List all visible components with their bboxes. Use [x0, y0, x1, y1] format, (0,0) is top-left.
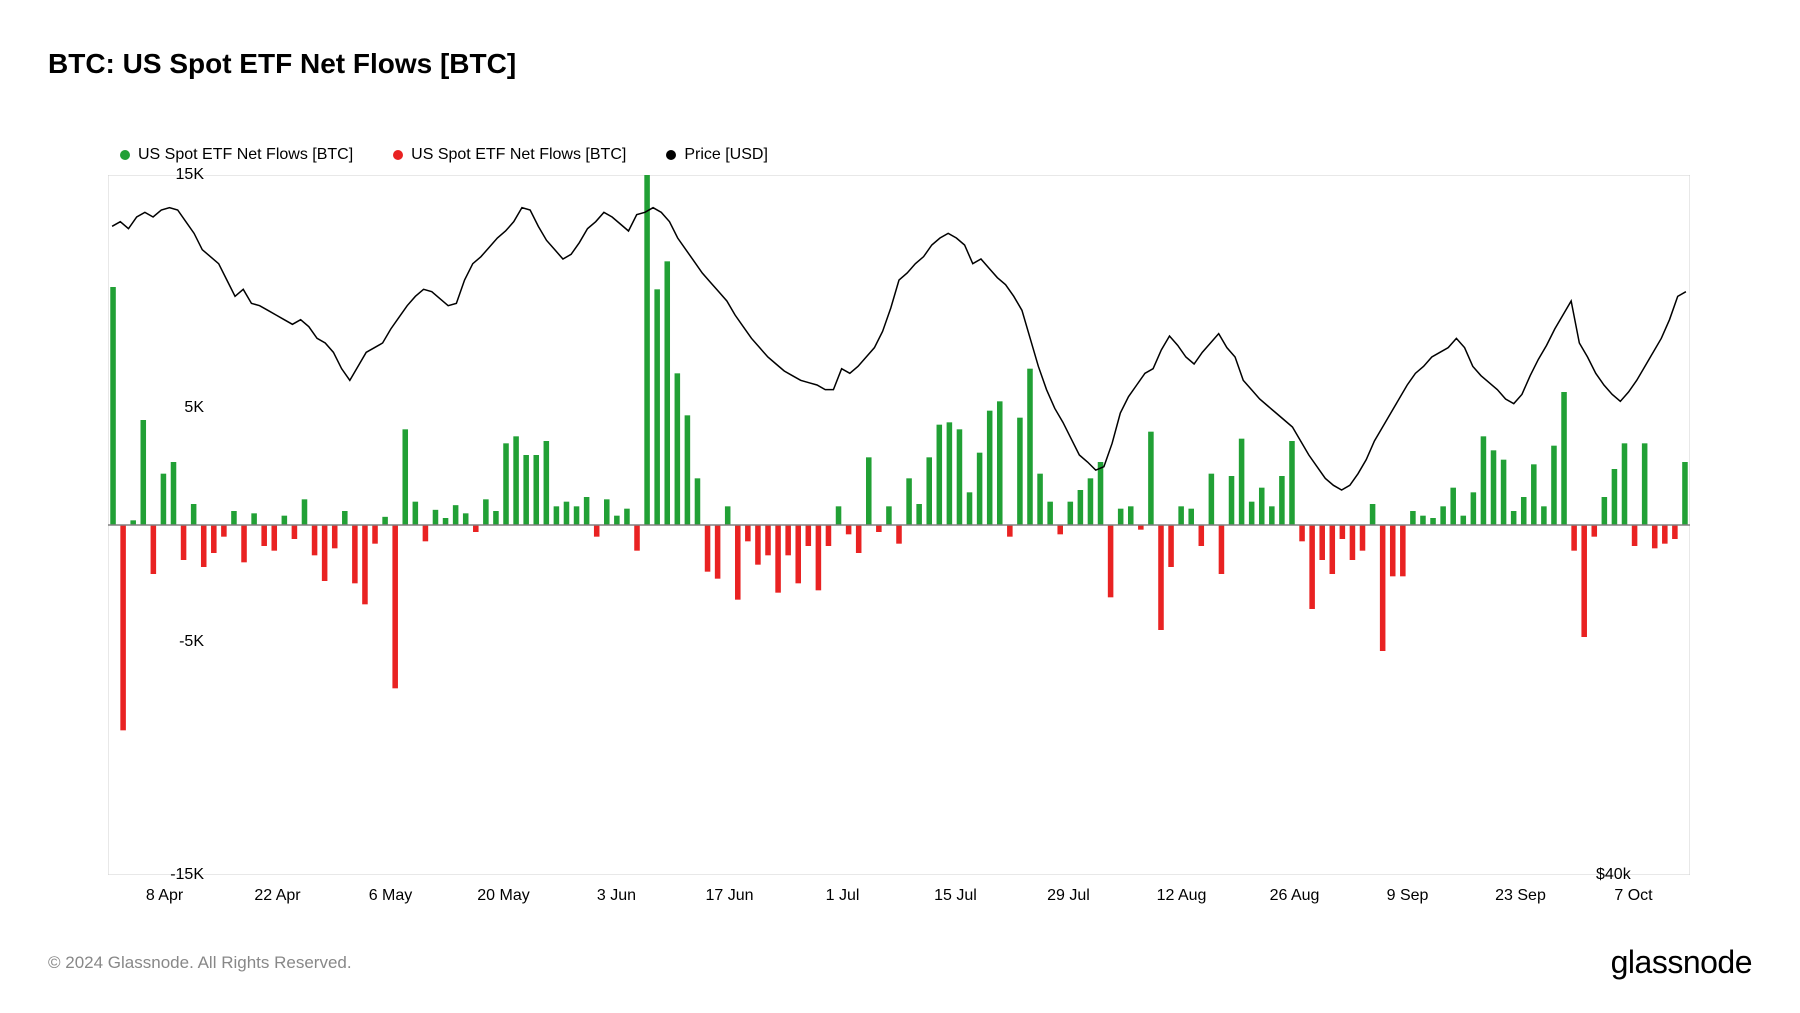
x-axis-tick-label: 1 Jul — [826, 887, 860, 905]
x-axis-tick-label: 23 Sep — [1495, 887, 1546, 905]
x-axis-tick-label: 22 Apr — [254, 887, 300, 905]
x-axis-tick-label: 6 May — [369, 887, 413, 905]
x-axis-tick-label: 20 May — [477, 887, 529, 905]
legend-item-price: Price [USD] — [666, 146, 768, 164]
legend-dot-icon — [666, 150, 676, 160]
x-axis-tick-label: 26 Aug — [1270, 887, 1320, 905]
x-axis-tick-label: 29 Jul — [1047, 887, 1090, 905]
legend-label: US Spot ETF Net Flows [BTC] — [411, 146, 626, 164]
x-axis-tick-label: 7 Oct — [1614, 887, 1652, 905]
x-axis-tick-label: 9 Sep — [1387, 887, 1429, 905]
chart-title: BTC: US Spot ETF Net Flows [BTC] — [48, 48, 516, 80]
y-axis-tick-label: 15K — [144, 166, 204, 184]
x-axis-tick-label: 17 Jun — [705, 887, 753, 905]
legend-item-negative: US Spot ETF Net Flows [BTC] — [393, 146, 626, 164]
legend-dot-icon — [120, 150, 130, 160]
legend-dot-icon — [393, 150, 403, 160]
y-axis-tick-label: 5K — [144, 399, 204, 417]
y-axis-tick-label: -5K — [144, 633, 204, 651]
brand-logo: glassnode — [1611, 944, 1752, 981]
x-axis-tick-label: 3 Jun — [597, 887, 636, 905]
legend-label: US Spot ETF Net Flows [BTC] — [138, 146, 353, 164]
y-axis-tick-label: -15K — [144, 866, 204, 884]
legend-item-positive: US Spot ETF Net Flows [BTC] — [120, 146, 353, 164]
chart-legend: US Spot ETF Net Flows [BTC] US Spot ETF … — [120, 146, 768, 164]
chart-plot-area — [108, 175, 1690, 875]
copyright-text: © 2024 Glassnode. All Rights Reserved. — [48, 953, 352, 973]
x-axis-tick-label: 8 Apr — [146, 887, 183, 905]
chart-svg — [108, 175, 1690, 875]
x-axis-tick-label: 12 Aug — [1157, 887, 1207, 905]
x-axis-tick-label: 15 Jul — [934, 887, 977, 905]
legend-label: Price [USD] — [684, 146, 768, 164]
y2-axis-tick-label: $40k — [1596, 866, 1656, 884]
